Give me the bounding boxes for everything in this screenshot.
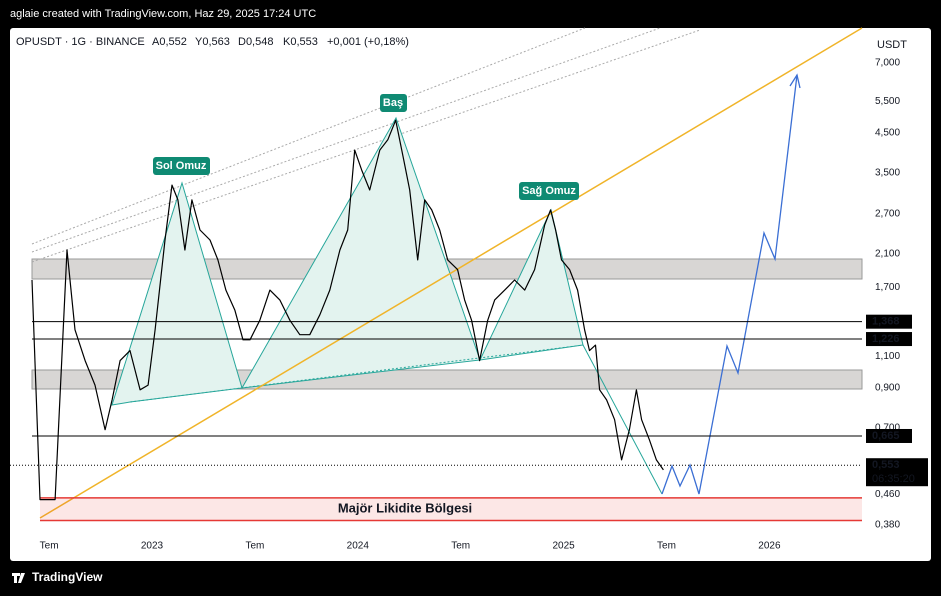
x-tick-label: 2023 (141, 541, 164, 552)
projection (661, 74, 798, 495)
x-tick-label: 2025 (552, 541, 575, 552)
channel-line (31, 27, 661, 253)
x-tick-label: 2024 (347, 541, 370, 552)
head (241, 116, 481, 389)
target-line (582, 344, 663, 495)
price-level-box (866, 332, 912, 347)
ohlc: K0,553 (283, 36, 318, 48)
credit: aglaie created with TradingView.com, Haz… (10, 8, 316, 20)
liquidity-zone (40, 497, 862, 521)
countdown: 06:35:20 (872, 473, 915, 485)
symbol: OPUSDT · 1G · BINANCE (16, 36, 145, 48)
currency: USDT (877, 39, 907, 51)
y-tick-label: 1,100 (875, 351, 900, 362)
y-tick-label: 3,500 (875, 167, 900, 178)
plot (10, 27, 863, 522)
y-tick-label: 0,460 (875, 489, 900, 500)
ohlc: A0,552 (152, 36, 187, 48)
ohlc: D0,548 (238, 36, 273, 48)
y-tick-label: 2,700 (875, 209, 900, 220)
x-tick-label: Tem (40, 541, 59, 552)
logo (12, 573, 25, 583)
y-tick-label: 4,500 (875, 128, 900, 139)
x-tick-label: Tem (451, 541, 470, 552)
price-level-label: 0,665 (872, 430, 900, 442)
price-level-box (866, 314, 912, 329)
price-level-label: 1,368 (872, 316, 900, 328)
x-tick-label: Tem (245, 541, 264, 552)
current-price-box (866, 458, 928, 487)
annotation-box (380, 94, 407, 112)
y-tick-label: 1,700 (875, 282, 900, 293)
brand: TradingView (32, 570, 103, 584)
annotation-box (519, 182, 579, 200)
price-level-label: 1,226 (872, 333, 900, 345)
projection-arrow (789, 73, 801, 89)
zone-label: Majör Likidite Bölgesi (338, 501, 472, 516)
y-tick-label: 5,500 (875, 96, 900, 107)
ohlc: Y0,563 (195, 36, 230, 48)
change: +0,001 (+0,18%) (327, 36, 409, 48)
price-level-box (866, 428, 912, 443)
y-tick-label: 0,900 (875, 383, 900, 394)
y-tick-label: 0,700 (875, 422, 900, 433)
y-tick-label: 7,000 (875, 58, 900, 69)
annotation-box (153, 157, 210, 175)
annotation: Sol Omuz (156, 160, 207, 172)
chart-panel (10, 28, 931, 561)
annotation: Sağ Omuz (522, 185, 576, 197)
current-price-label: 0,553 (872, 459, 900, 471)
channel-line (31, 29, 701, 263)
y-tick-label: 2,100 (875, 248, 900, 259)
channel-line (31, 27, 586, 245)
annotation: Baş (383, 97, 403, 109)
x-tick-label: 2026 (758, 541, 781, 552)
y-tick-label: 0,380 (875, 519, 900, 530)
neckline (129, 344, 584, 403)
price-line (31, 119, 664, 501)
right-shoulder (479, 208, 584, 361)
x-tick-label: Tem (657, 541, 676, 552)
